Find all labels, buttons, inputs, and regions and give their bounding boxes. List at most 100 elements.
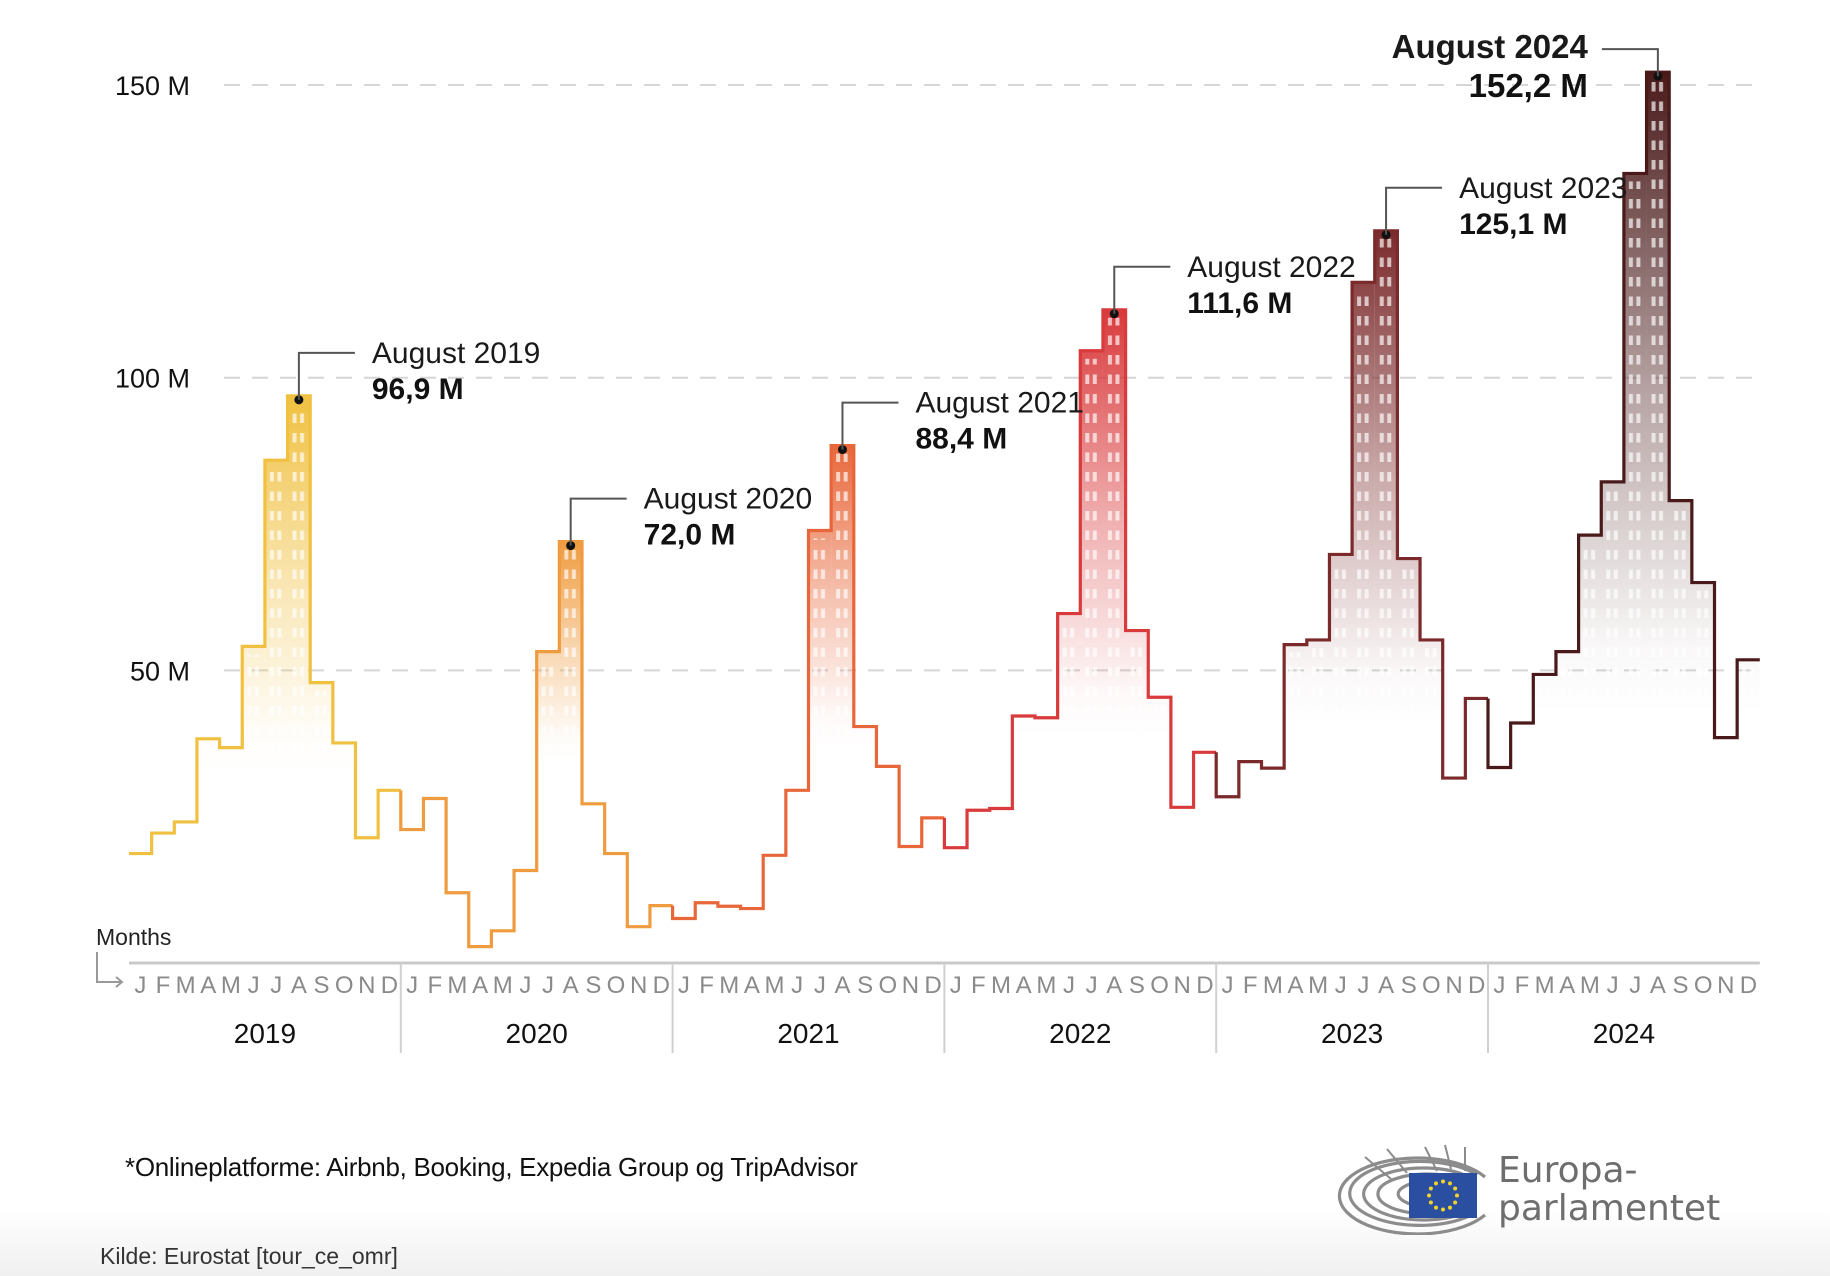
windows-2023-7 [1352, 290, 1375, 715]
windows-2022-4 [1012, 724, 1035, 727]
month-tick-label: D [1468, 972, 1485, 999]
series-lines [129, 70, 1760, 949]
month-tick-label: J [248, 972, 260, 999]
y-tick-label: 100 M [115, 364, 190, 394]
windows-2020-8 [559, 549, 582, 751]
annotation-value: 72,0 M [644, 519, 736, 552]
month-tick-label: A [834, 972, 850, 999]
month-tick-label: M [1535, 972, 1555, 999]
month-tick-label: J [791, 972, 803, 999]
month-tick-label: O [878, 972, 897, 999]
series-line-2019 [129, 394, 401, 856]
month-tick-label: A [1106, 972, 1122, 999]
axis-arrow-icon [96, 952, 124, 988]
month-tick-label: N [1717, 972, 1734, 999]
annotation-label: August 2021 [915, 387, 1083, 420]
eu-star [1448, 1181, 1452, 1186]
eu-star [1441, 1179, 1445, 1184]
annotation-value: 152,2 M [1469, 67, 1588, 104]
windows-2019-10 [332, 750, 356, 763]
leader-line [569, 497, 627, 546]
year-label-2021: 2021 [777, 1018, 839, 1049]
month-tick-label: M [765, 972, 785, 999]
month-tick-label: J [270, 972, 282, 999]
windows-2024-7 [1623, 181, 1647, 703]
eu-star [1428, 1186, 1433, 1191]
gridlines [224, 84, 1760, 672]
windows-2021-9 [853, 734, 877, 739]
month-tick-label: N [1174, 972, 1191, 999]
month-tick-label: J [519, 972, 531, 999]
series-line-2021 [671, 443, 945, 921]
windows-2024-6 [1601, 489, 1624, 703]
month-tick-label: A [1287, 972, 1303, 999]
month-tick-label: S [857, 972, 873, 999]
month-tick-label: J [1335, 972, 1347, 999]
windows-2024-10 [1691, 590, 1715, 703]
month-tick-label: N [1445, 972, 1462, 999]
month-tick-label: J [1086, 972, 1098, 999]
annotation-label: August 2020 [644, 483, 812, 516]
month-tick-label: F [1243, 972, 1258, 999]
month-tick-label: J [678, 972, 690, 999]
windows-2024-8 [1646, 80, 1670, 703]
month-tick-label: S [1129, 972, 1145, 999]
leader-line [841, 401, 899, 450]
month-tick-label: S [1673, 972, 1689, 999]
windows-2024-9 [1669, 508, 1692, 703]
month-tick-label: A [744, 972, 760, 999]
series-line-2020 [399, 539, 673, 949]
x-axis-title: Months [96, 924, 171, 950]
month-tick-label: A [291, 972, 307, 999]
windows-2019-6 [242, 654, 265, 763]
year-label-2022: 2022 [1049, 1018, 1111, 1049]
y-tick-label: 50 M [130, 656, 190, 686]
leader-line [297, 351, 355, 400]
annotation-label: August 2022 [1187, 251, 1355, 284]
windows-2023-8 [1374, 238, 1398, 715]
eu-star [1428, 1200, 1433, 1205]
footer-band [0, 1210, 1830, 1276]
windows-2024-4 [1555, 659, 1579, 703]
windows-2021-7 [808, 538, 832, 739]
windows-2019-9 [310, 690, 333, 763]
windows-2023-9 [1397, 566, 1421, 715]
windows-2024-12 [1737, 667, 1760, 703]
eu-star [1434, 1205, 1438, 1210]
month-tick-label: M [493, 972, 513, 999]
windows-2022-8 [1102, 317, 1126, 727]
source-credit: Kilde: Eurostat [tour_ce_omr] [100, 1243, 398, 1269]
windows-2022-6 [1057, 621, 1081, 727]
month-tick-label: A [1016, 972, 1032, 999]
month-tick-label: N [358, 972, 375, 999]
windows-2019-5 [219, 755, 243, 763]
series-line-2023 [1214, 229, 1488, 799]
month-tick-label: D [924, 972, 941, 999]
month-tick-label: J [1629, 972, 1641, 999]
month-tick-label: J [1222, 972, 1234, 999]
leader-line [1385, 186, 1443, 235]
month-tick-label: M [1308, 972, 1328, 999]
month-tick-label: S [1401, 972, 1417, 999]
month-tick-label: A [1378, 972, 1394, 999]
eu-star [1453, 1186, 1458, 1191]
month-tick-label: O [1694, 972, 1713, 999]
month-tick-label: J [1357, 972, 1369, 999]
month-tick-label: D [653, 972, 670, 999]
windows-2021-8 [831, 453, 854, 739]
month-tick-label: M [991, 972, 1011, 999]
annotation-value: 88,4 M [915, 423, 1007, 456]
month-tick-label: A [1650, 972, 1666, 999]
month-tick-label: O [335, 972, 354, 999]
month-tick-label: F [427, 972, 442, 999]
windows-2022-5 [1035, 725, 1058, 727]
month-tick-label: O [1150, 972, 1169, 999]
month-tick-label: M [719, 972, 739, 999]
eu-star [1455, 1193, 1459, 1198]
leader-line [1113, 265, 1171, 314]
windows-2022-9 [1125, 638, 1149, 727]
year-label-2024: 2024 [1593, 1018, 1655, 1049]
